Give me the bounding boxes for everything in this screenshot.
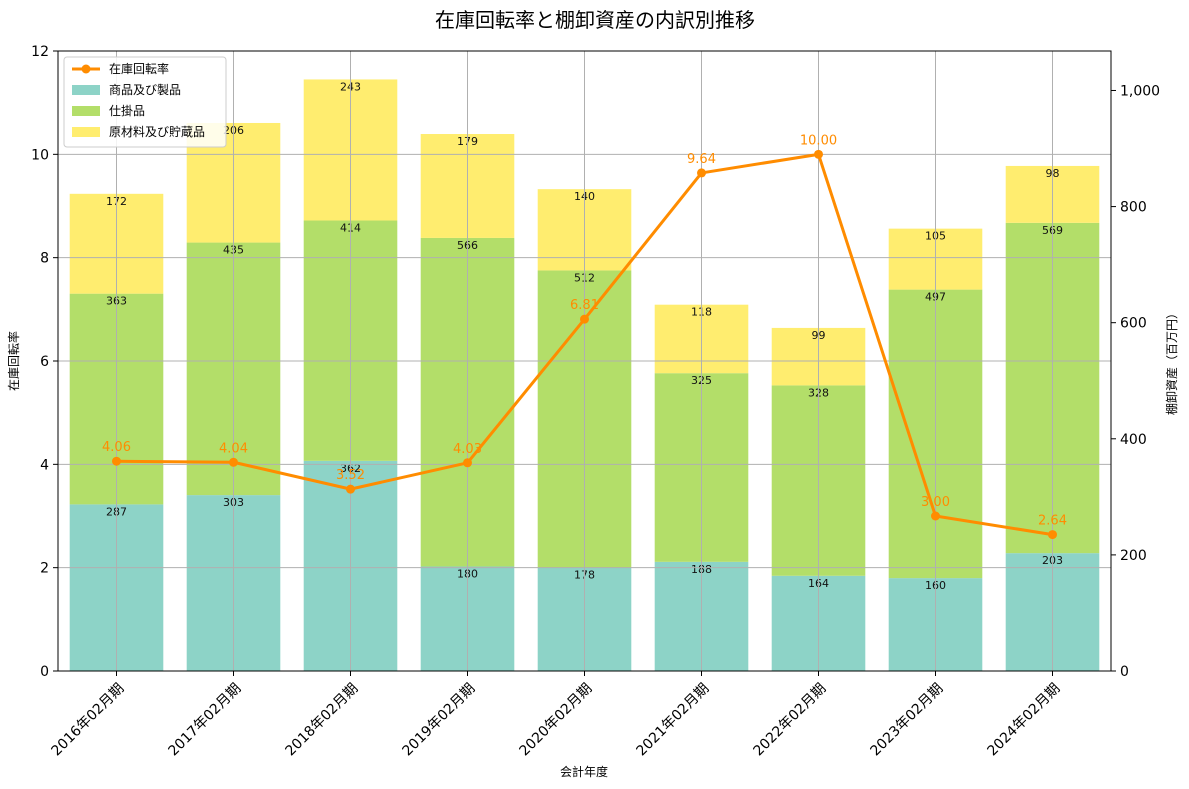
line-data-label: 9.64 [687, 152, 716, 167]
y-left-tick-label: 2 [40, 561, 49, 577]
line-data-label: 3.00 [921, 495, 950, 510]
line-data-label: 4.04 [219, 441, 248, 456]
line-point [229, 457, 238, 467]
line-data-label: 6.81 [570, 298, 599, 313]
y-left-tick-label: 0 [40, 664, 49, 680]
x-tick-label: 2023年02月期 [868, 681, 947, 760]
y-left-tick-label: 10 [31, 147, 49, 163]
x-tick-label: 2016年02月期 [49, 681, 128, 760]
y-axis-right-title: 棚卸資産（百万円） [1164, 307, 1179, 415]
line-point [463, 458, 472, 468]
line-data-label: 3.52 [336, 468, 365, 483]
x-tick-label: 2021年02月期 [634, 681, 713, 760]
y-left-tick-label: 6 [40, 354, 49, 370]
x-tick-label: 2024年02月期 [985, 681, 1064, 760]
line-data-label: 4.06 [102, 440, 131, 455]
legend-bar-swatch [72, 127, 100, 137]
legend-label: 商品及び製品 [109, 82, 181, 97]
legend-box [63, 56, 227, 148]
x-tick-label: 2022年02月期 [751, 681, 830, 760]
y-left-tick-label: 12 [31, 44, 49, 60]
chart-title: 在庫回転率と棚卸資産の内訳別推移 [435, 8, 755, 32]
y-right-tick-label: 0 [1120, 664, 1129, 680]
y-axis-left-title: 在庫回転率 [6, 331, 21, 391]
legend-label: 在庫回転率 [109, 61, 169, 76]
line-point [580, 314, 589, 324]
legend-label: 原材料及び貯蔵品 [109, 125, 205, 139]
line-point [112, 456, 121, 466]
x-tick-label: 2020年02月期 [517, 681, 596, 760]
x-tick-label: 2018年02月期 [283, 681, 362, 760]
line-data-label: 10.00 [800, 133, 837, 148]
x-tick-label: 2019年02月期 [400, 681, 479, 760]
line-series: 4.06 4.04 3.52 4.03 6.81 9.64 10.00 3.00 2.64 [102, 133, 1067, 540]
line-data-label: 2.64 [1038, 514, 1067, 529]
y-right-tick-label: 400 [1120, 432, 1147, 448]
y-left-tick-label: 8 [40, 251, 49, 267]
line-point [346, 484, 355, 494]
x-axis-title: 会計年度 [560, 764, 608, 779]
y-right-tick-label: 1,000 [1120, 83, 1160, 99]
line-point [931, 511, 940, 521]
legend-label: 仕掛品 [109, 103, 145, 118]
y-right-tick-label: 600 [1120, 316, 1147, 332]
x-tick-label: 2017年02月期 [166, 681, 245, 760]
line-point [814, 149, 823, 159]
line-point [1048, 530, 1057, 540]
y-right-tick-label: 200 [1120, 548, 1147, 564]
line-data-label: 4.03 [453, 442, 482, 457]
legend-line-marker [81, 64, 91, 74]
y-right-tick-label: 800 [1120, 200, 1147, 216]
line-point [697, 168, 706, 178]
y-left-tick-label: 4 [40, 457, 49, 473]
legend-bar-swatch [72, 85, 100, 95]
legend-bar-swatch [72, 106, 100, 116]
